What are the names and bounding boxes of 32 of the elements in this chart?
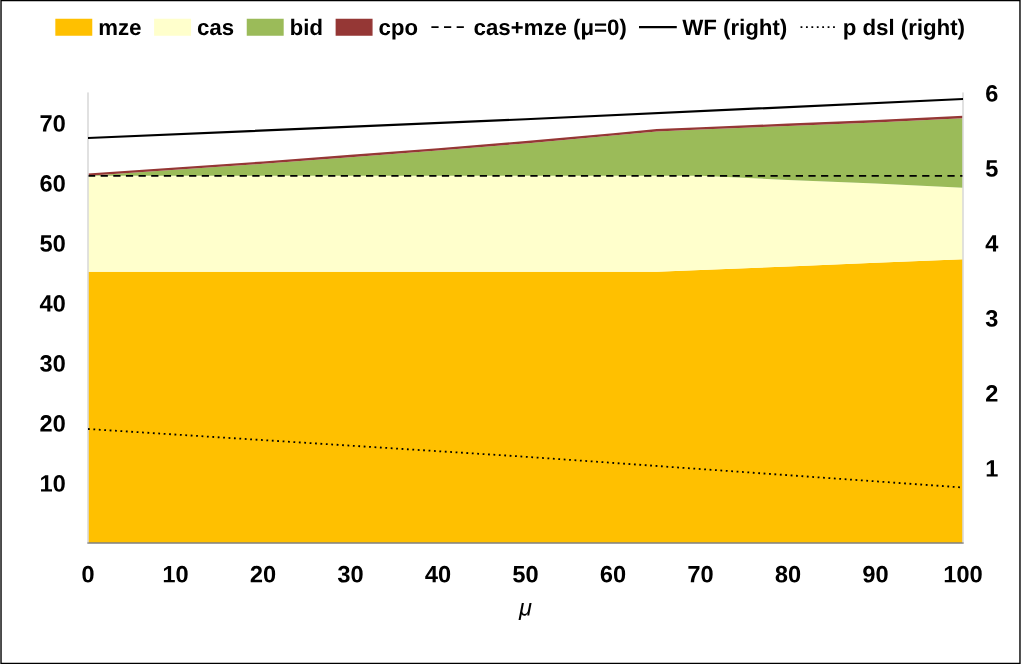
y-tick-label: 40 [39, 295, 65, 312]
y2-tick-label: 6 [986, 85, 998, 102]
x-tick-label: 80 [775, 565, 801, 583]
y-tick-label: 30 [40, 355, 65, 372]
x-tick-label: 50 [513, 565, 538, 583]
y-tick-label: 50 [40, 235, 65, 252]
y2-tick-label: 5 [985, 160, 998, 177]
y2-tick-label: 3 [985, 310, 998, 327]
y2-tick-label: 2 [986, 385, 998, 402]
y2-tick-label: 4 [985, 235, 999, 252]
legend-label: cas+mze (μ=0) [474, 18, 626, 40]
y-tick-label: 60 [40, 175, 65, 192]
x-tick-label: 40 [425, 565, 451, 583]
y-tick-label: 10 [41, 475, 65, 492]
x-tick-label: 100 [944, 565, 982, 583]
x-tick-label: 70 [688, 565, 713, 583]
legend-label: p dsl (right) [844, 18, 964, 40]
x-tick-label: 90 [863, 565, 888, 583]
legend-label: mze [99, 22, 141, 36]
legend-label: cpo [379, 22, 418, 40]
x-tick-label: 0 [82, 565, 94, 583]
y-tick-label: 20 [40, 415, 65, 432]
legend-label: cas [197, 22, 234, 36]
y-tick-label: 70 [40, 115, 65, 132]
legend-label: bid [291, 18, 322, 36]
y2-tick-label: 1 [986, 460, 998, 477]
x-tick-label: 60 [600, 565, 626, 583]
x-tick-label: 10 [163, 565, 188, 583]
x-axis-title: μ [518, 602, 532, 620]
x-tick-label: 20 [250, 565, 276, 583]
legend-label: WF (right) [682, 18, 787, 40]
x-tick-label: 30 [337, 565, 363, 583]
